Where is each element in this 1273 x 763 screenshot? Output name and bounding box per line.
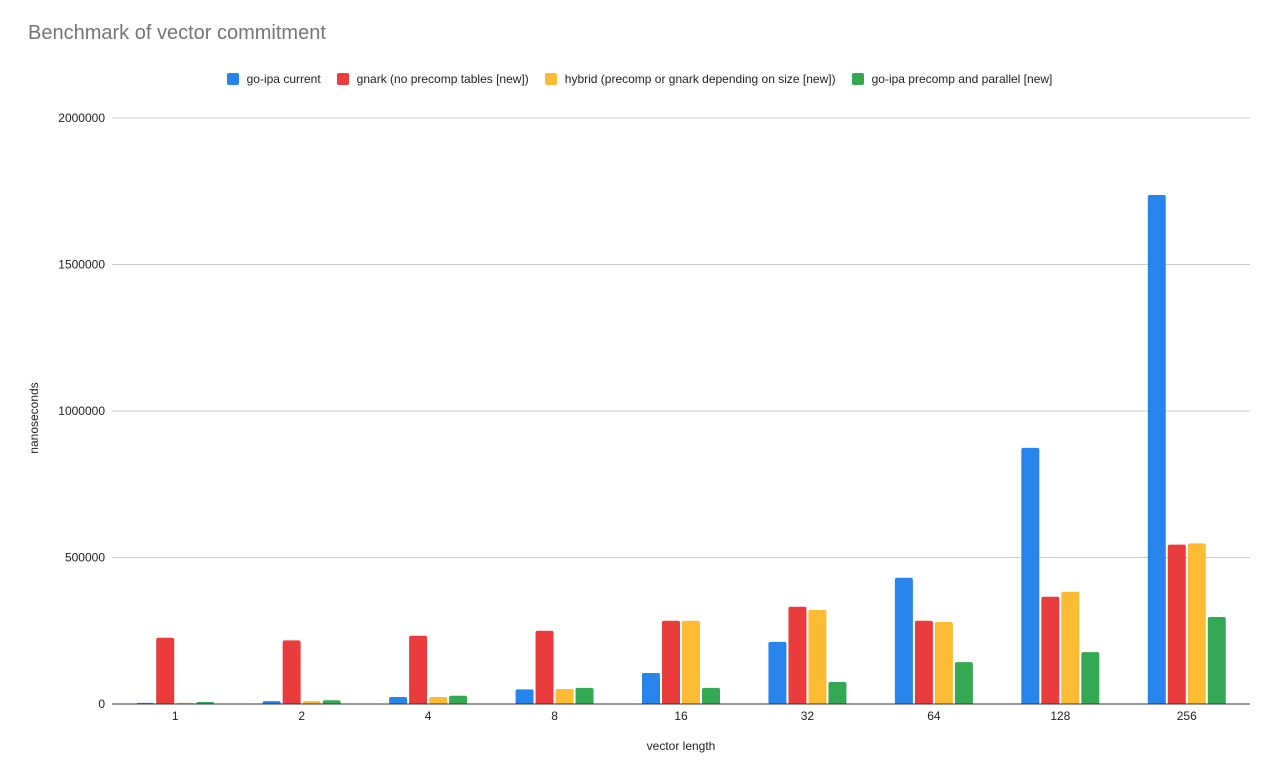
legend-swatch	[851, 73, 864, 85]
axes: 0 500000 1000000 1500000 2000000 1 2 4 8 16 32 64 12…	[58, 111, 1250, 723]
legend-swatch	[336, 73, 349, 85]
y-tick-label: 0	[98, 697, 105, 711]
bar-go-ipa-64	[954, 662, 973, 704]
bar-gnark-8	[535, 630, 554, 704]
bar-go-ipa-4	[449, 695, 468, 704]
x-tick-label: 2	[298, 709, 305, 723]
bar-go-ipa-2	[322, 700, 341, 704]
bar-gnark-1	[156, 637, 175, 704]
bar-go-ipa-8	[575, 687, 594, 704]
bar-go-ipa-16	[702, 687, 720, 704]
legend-item: hybrid (precomp or gnark depending on si…	[544, 72, 836, 86]
bar-hybrid-256	[1187, 543, 1206, 704]
legend-swatch	[226, 73, 239, 85]
bar-hybrid-128	[1061, 591, 1080, 704]
y-tick-label: 2000000	[58, 111, 105, 125]
bars	[136, 195, 1226, 705]
bar-gnark-16	[662, 620, 680, 704]
y-tick-label: 500000	[65, 551, 105, 565]
bar-go-ipa-4	[389, 696, 408, 704]
legend-swatch	[544, 73, 557, 85]
x-tick-label: 128	[1050, 709, 1070, 723]
bar-go-ipa-256	[1147, 195, 1166, 704]
legend-item: gnark (no precomp tables [new])	[336, 72, 529, 86]
y-axis-title: nanoseconds	[27, 382, 41, 453]
y-tick-label: 1500000	[58, 258, 105, 272]
x-tick-label: 1	[172, 709, 179, 723]
bar-go-ipa-32	[768, 641, 787, 704]
bar-gnark-64	[914, 620, 933, 704]
bar-gnark-256	[1167, 544, 1186, 704]
bar-go-ipa-64	[894, 577, 913, 704]
bar-go-ipa-128	[1021, 447, 1040, 704]
chart-title: Benchmark of vector commitment	[28, 22, 326, 44]
bar-go-ipa-16	[642, 672, 660, 704]
bar-hybrid-16	[682, 620, 700, 704]
bar-go-ipa-256	[1207, 616, 1226, 704]
bar-go-ipa-1	[196, 701, 215, 704]
bar-hybrid-64	[934, 621, 953, 704]
bar-go-ipa-2	[262, 701, 281, 704]
legend-item: go-ipa current	[226, 72, 321, 86]
legend-label: gnark (no precomp tables [new])	[356, 72, 529, 86]
legend-label: hybrid (precomp or gnark depending on si…	[564, 72, 836, 86]
x-tick-label: 256	[1177, 709, 1197, 723]
x-tick-label: 8	[551, 709, 558, 723]
legend: go-ipa current gnark (no precomp tables […	[0, 70, 1273, 88]
gridlines	[112, 117, 1250, 558]
legend-label: go-ipa current	[246, 72, 321, 86]
x-tick-label: 32	[801, 709, 815, 723]
x-tick-label: 64	[927, 709, 941, 723]
bar-gnark-128	[1041, 596, 1060, 704]
bar-go-ipa-32	[828, 682, 847, 704]
legend-item: go-ipa precomp and parallel [new]	[851, 72, 1053, 86]
y-tick-label: 1000000	[58, 404, 105, 418]
bar-hybrid-4	[429, 696, 448, 704]
bar-hybrid-8	[555, 689, 574, 704]
x-axis-title: vector length	[647, 739, 716, 753]
bar-go-ipa-8	[515, 689, 534, 704]
x-tick-label: 4	[425, 709, 432, 723]
legend-label: go-ipa precomp and parallel [new]	[871, 72, 1053, 86]
bar-go-ipa-128	[1081, 652, 1100, 704]
bar-hybrid-2	[302, 701, 321, 704]
bar-hybrid-32	[808, 609, 827, 704]
bar-gnark-32	[788, 606, 807, 704]
bar-gnark-4	[409, 635, 428, 704]
bar-gnark-2	[282, 640, 301, 704]
x-tick-label: 16	[674, 709, 688, 723]
